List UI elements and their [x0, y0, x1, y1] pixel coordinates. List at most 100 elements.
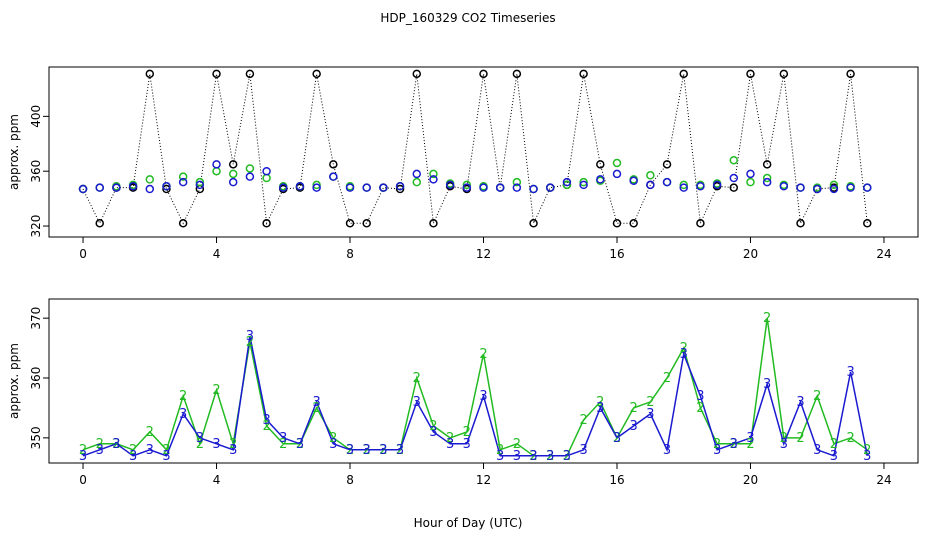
point: [729, 155, 739, 165]
point: [362, 219, 371, 228]
x-tick-label: 4: [213, 473, 221, 487]
point-marker: 2: [780, 431, 788, 446]
series-line: [82, 318, 868, 457]
point: [579, 180, 588, 190]
x-tick-label: 16: [609, 473, 624, 487]
plot-box: [48, 66, 919, 238]
point-marker: 3: [513, 449, 521, 464]
point: [345, 219, 355, 228]
point: [329, 172, 338, 181]
point: [195, 180, 205, 190]
point: [212, 160, 221, 169]
point-marker: 2: [179, 389, 187, 404]
point-marker: 2: [529, 449, 537, 464]
point-marker: 3: [79, 449, 87, 464]
point-marker: 3: [496, 449, 504, 464]
point: [162, 182, 171, 191]
chart-title: HDP_160329 CO2 Timeseries: [380, 11, 555, 25]
point-marker: 2: [196, 437, 204, 452]
point: [662, 160, 672, 169]
point: [646, 171, 655, 180]
point: [779, 69, 789, 79]
point: [479, 183, 488, 192]
point: [178, 219, 188, 228]
point: [245, 164, 255, 173]
point-marker: 2: [646, 395, 654, 410]
point: [729, 173, 739, 183]
point: [679, 180, 688, 190]
point-marker: 2: [846, 431, 854, 446]
point: [829, 180, 839, 190]
point-marker: 2: [96, 437, 104, 452]
point-marker: 3: [730, 437, 738, 452]
point: [579, 177, 588, 187]
point: [729, 183, 739, 192]
point: [412, 177, 422, 187]
x-tick-label: 4: [213, 247, 221, 261]
point-marker: 2: [346, 443, 354, 458]
point-marker: 2: [396, 443, 404, 458]
x-tick-label: 20: [743, 247, 758, 261]
y-tick-label: 320: [29, 215, 43, 238]
point-marker: 3: [630, 419, 638, 434]
point-marker: 3: [596, 401, 604, 416]
point: [462, 183, 472, 192]
point: [495, 183, 505, 192]
point-marker: 3: [529, 449, 537, 464]
point-marker: 2: [479, 347, 487, 362]
point-marker: 3: [479, 389, 487, 404]
point-marker: 3: [713, 443, 721, 458]
point: [612, 219, 622, 228]
point-marker: 2: [630, 401, 638, 416]
point-marker: 3: [463, 437, 471, 452]
point-marker: 3: [246, 329, 254, 344]
point-marker: 2: [129, 443, 137, 458]
point-marker: 3: [663, 443, 671, 458]
point-marker: 3: [563, 449, 571, 464]
point-marker: 3: [696, 389, 704, 404]
point-marker: 3: [413, 395, 421, 410]
point: [746, 177, 755, 187]
point-marker: 3: [229, 443, 237, 458]
x-tick-label: 12: [476, 247, 491, 261]
point-marker: 2: [763, 311, 771, 326]
point: [312, 183, 321, 192]
point: [846, 69, 855, 79]
y-tick-label: 360: [29, 367, 43, 390]
point: [812, 184, 822, 194]
point: [512, 183, 522, 192]
point: [612, 169, 622, 179]
point-marker: 3: [613, 431, 621, 446]
point: [228, 177, 238, 187]
x-tick-label: 20: [743, 473, 758, 487]
point: [863, 219, 872, 228]
point-marker: 3: [863, 449, 871, 464]
point-marker: 3: [813, 443, 821, 458]
point-marker: 3: [379, 443, 387, 458]
point-marker: 3: [329, 437, 337, 452]
point: [279, 183, 288, 192]
point-marker: 2: [329, 431, 337, 446]
point: [679, 69, 688, 79]
point-marker: 2: [696, 401, 704, 416]
point: [762, 173, 772, 183]
point: [646, 180, 655, 190]
point: [429, 219, 438, 228]
point-marker: 3: [796, 395, 804, 410]
point: [629, 176, 638, 186]
point-marker: 2: [379, 443, 387, 458]
point: [796, 219, 805, 228]
point: [78, 184, 88, 194]
point: [696, 182, 705, 191]
point-marker: 2: [413, 371, 421, 386]
point-marker: 2: [730, 437, 738, 452]
point-marker: 2: [663, 371, 671, 386]
point: [512, 69, 522, 79]
point: [462, 180, 472, 190]
point-marker: 2: [579, 413, 587, 428]
point: [145, 175, 155, 184]
point: [596, 175, 605, 184]
point: [612, 158, 622, 168]
x-tick-label: 0: [79, 473, 87, 487]
point: [779, 182, 789, 191]
